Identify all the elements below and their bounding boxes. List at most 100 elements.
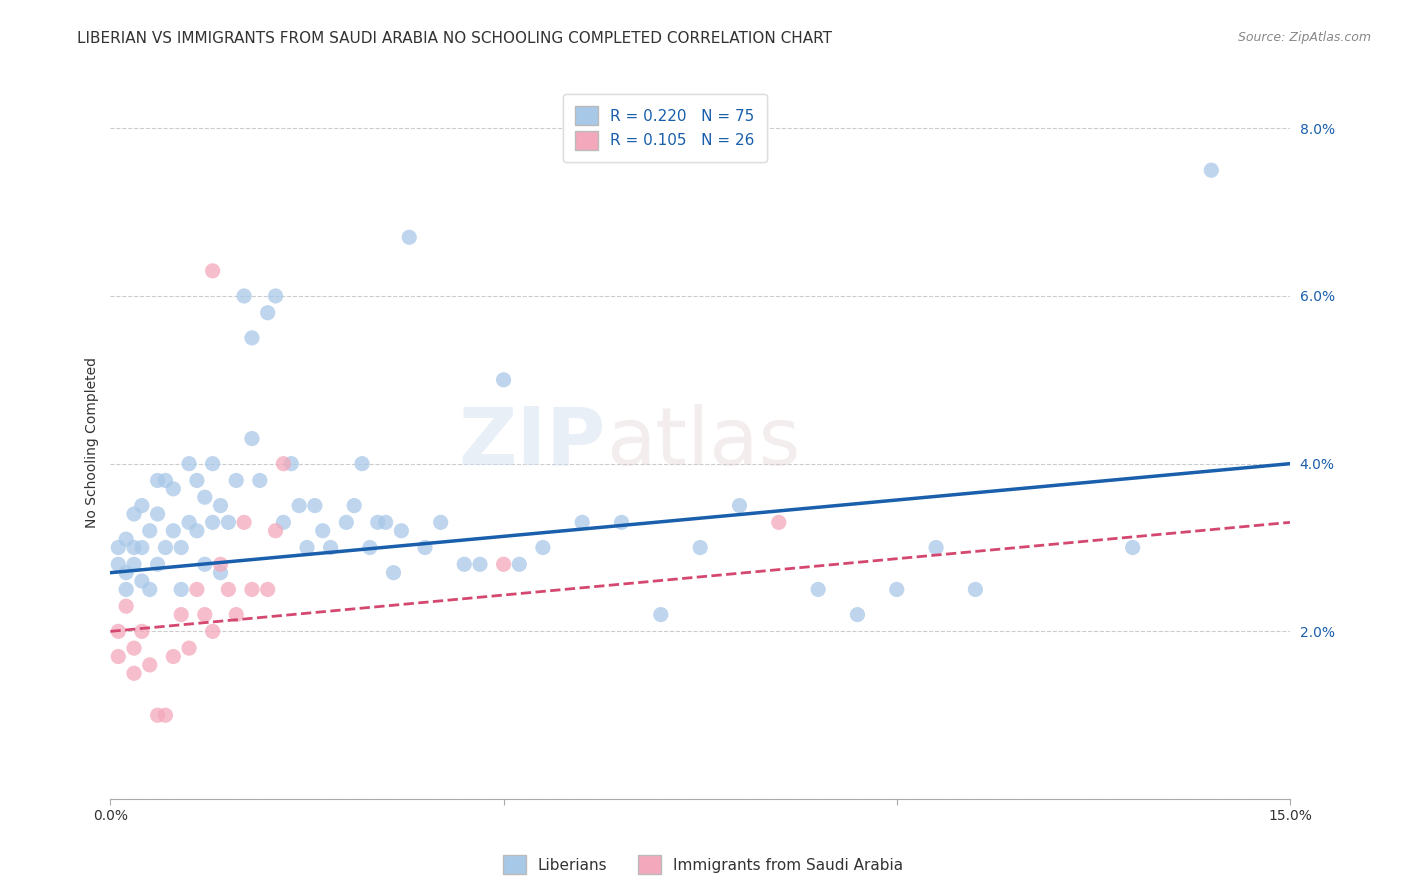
Point [492,373,515,387]
Point [209,566,232,580]
Legend: Liberians, Immigrants from Saudi Arabia: Liberians, Immigrants from Saudi Arabia [496,849,910,880]
Point [225,607,247,622]
Point [280,457,302,471]
Point [264,524,287,538]
Point [807,582,830,597]
Text: ZIP: ZIP [458,404,606,482]
Point [162,524,184,538]
Legend: R = 0.220   N = 75, R = 0.105   N = 26: R = 0.220 N = 75, R = 0.105 N = 26 [562,94,766,161]
Point [288,499,311,513]
Point [122,507,145,521]
Point [209,499,232,513]
Point [170,541,193,555]
Point [295,541,318,555]
Point [146,708,169,723]
Point [343,499,366,513]
Point [256,582,278,597]
Point [768,516,790,530]
Point [413,541,436,555]
Point [728,499,751,513]
Point [170,582,193,597]
Point [304,499,326,513]
Point [194,558,217,572]
Point [249,474,271,488]
Point [138,657,160,672]
Point [155,541,177,555]
Point [319,541,342,555]
Point [429,516,451,530]
Point [389,524,412,538]
Point [508,558,530,572]
Point [194,607,217,622]
Point [122,558,145,572]
Point [350,457,373,471]
Point [225,474,247,488]
Point [186,474,208,488]
Point [453,558,475,572]
Point [1122,541,1144,555]
Point [107,649,129,664]
Point [374,516,396,530]
Point [107,541,129,555]
Point [131,541,153,555]
Point [177,457,200,471]
Point [186,582,208,597]
Point [138,582,160,597]
Point [115,599,138,614]
Point [689,541,711,555]
Text: LIBERIAN VS IMMIGRANTS FROM SAUDI ARABIA NO SCHOOLING COMPLETED CORRELATION CHAR: LIBERIAN VS IMMIGRANTS FROM SAUDI ARABIA… [77,31,832,46]
Point [233,289,256,303]
Point [162,649,184,664]
Point [965,582,987,597]
Text: atlas: atlas [606,404,800,482]
Point [367,516,389,530]
Point [201,624,224,639]
Point [146,474,169,488]
Point [201,264,224,278]
Point [115,532,138,546]
Point [186,524,208,538]
Point [115,566,138,580]
Point [273,516,295,530]
Point [155,708,177,723]
Point [201,457,224,471]
Point [131,499,153,513]
Point [107,624,129,639]
Point [359,541,381,555]
Point [146,507,169,521]
Point [468,558,491,572]
Point [201,516,224,530]
Point [531,541,554,555]
Point [122,666,145,681]
Point [138,524,160,538]
Point [217,516,239,530]
Point [122,541,145,555]
Point [217,582,239,597]
Y-axis label: No Schooling Completed: No Schooling Completed [86,357,100,528]
Point [115,582,138,597]
Point [1201,163,1223,178]
Point [209,558,232,572]
Point [273,457,295,471]
Point [177,516,200,530]
Point [382,566,405,580]
Point [194,490,217,504]
Point [264,289,287,303]
Point [256,306,278,320]
Point [233,516,256,530]
Point [335,516,357,530]
Text: Source: ZipAtlas.com: Source: ZipAtlas.com [1237,31,1371,45]
Point [170,607,193,622]
Point [122,641,145,656]
Point [131,574,153,588]
Point [610,516,633,530]
Point [846,607,869,622]
Point [650,607,672,622]
Point [131,624,153,639]
Point [162,482,184,496]
Point [492,558,515,572]
Point [177,641,200,656]
Point [312,524,335,538]
Point [240,331,263,345]
Point [886,582,908,597]
